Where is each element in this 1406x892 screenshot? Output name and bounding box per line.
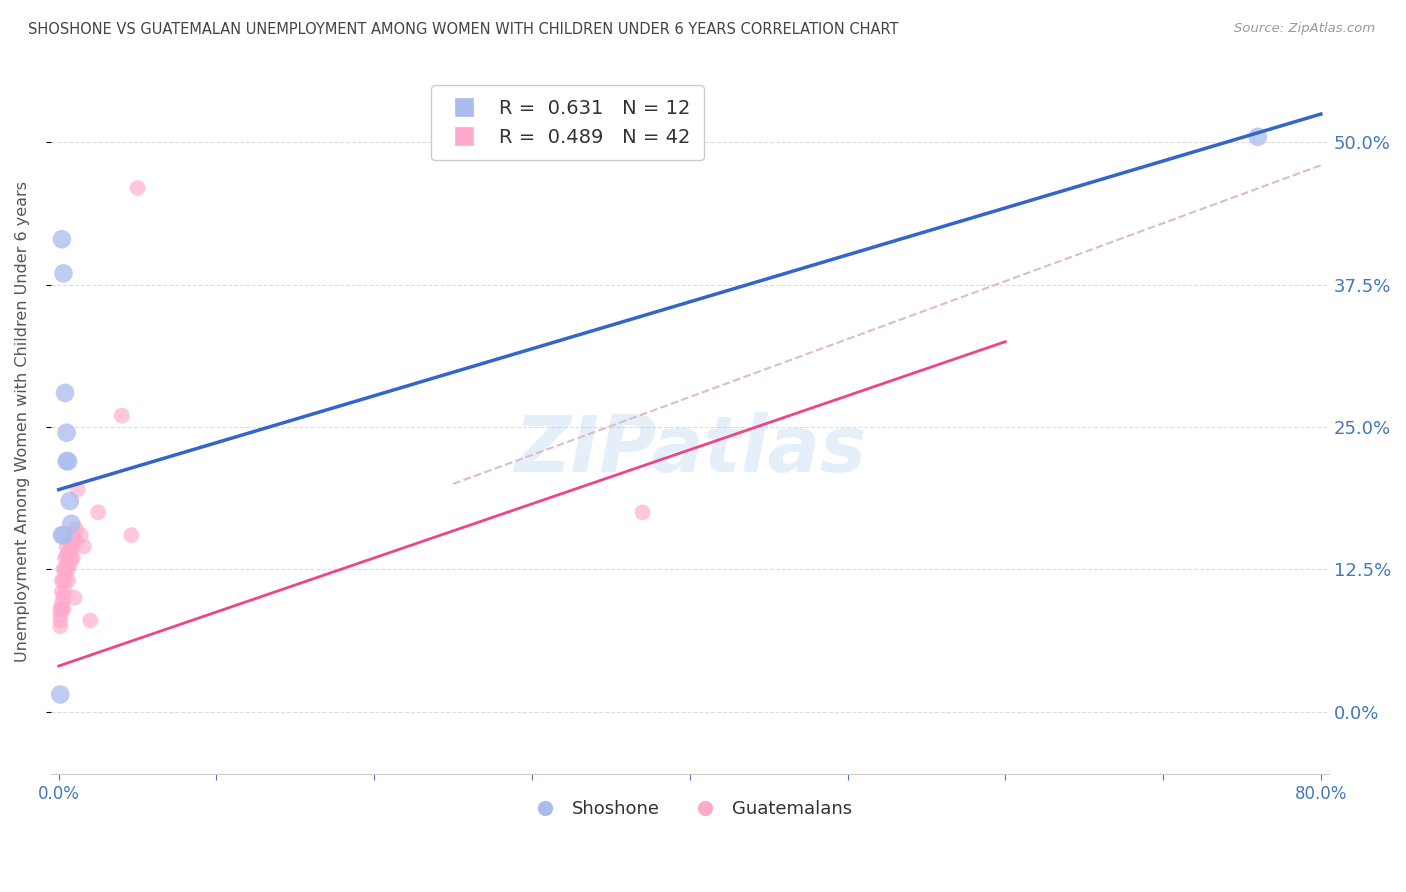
Point [56, 574, 79, 588]
Point [73, 540, 96, 554]
Point [59, 557, 82, 571]
Point [62, 528, 84, 542]
Point [69, 528, 91, 542]
Point [66, 483, 89, 497]
Point [49, 614, 72, 628]
Point [52, 266, 75, 280]
Point [127, 181, 149, 195]
Point [53, 550, 76, 565]
Point [53, 562, 76, 576]
Point [56, 562, 79, 576]
Point [62, 550, 84, 565]
Point [51, 602, 73, 616]
Point [120, 528, 142, 542]
Point [87, 505, 110, 519]
Legend: Shoshone, Guatemalans: Shoshone, Guatemalans [520, 793, 859, 825]
Text: SHOSHONE VS GUATEMALAN UNEMPLOYMENT AMONG WOMEN WITH CHILDREN UNDER 6 YEARS CORR: SHOSHONE VS GUATEMALAN UNEMPLOYMENT AMON… [28, 22, 898, 37]
Point [52, 602, 75, 616]
Text: Source: ZipAtlas.com: Source: ZipAtlas.com [1234, 22, 1375, 36]
Point [53, 585, 76, 599]
Point [52, 528, 75, 542]
Point [49, 607, 72, 622]
Point [56, 545, 79, 559]
Point [52, 562, 75, 576]
Point [55, 550, 77, 565]
Point [53, 385, 76, 400]
Text: ZIPatlas: ZIPatlas [513, 411, 866, 488]
Point [1247, 129, 1270, 144]
Point [51, 585, 73, 599]
Point [55, 562, 77, 576]
Point [49, 602, 72, 616]
Point [60, 540, 83, 554]
Point [55, 425, 77, 440]
Y-axis label: Unemployment Among Women with Children Under 6 years: Unemployment Among Women with Children U… [15, 181, 30, 662]
Point [56, 454, 79, 468]
Point [52, 591, 75, 605]
Point [49, 688, 72, 702]
Point [60, 550, 83, 565]
Point [51, 574, 73, 588]
Point [51, 596, 73, 610]
Point [65, 533, 87, 548]
Point [59, 494, 82, 508]
Point [55, 454, 77, 468]
Point [53, 574, 76, 588]
Point [63, 528, 86, 542]
Point [59, 545, 82, 559]
Point [51, 528, 73, 542]
Point [111, 409, 134, 423]
Point [55, 540, 77, 554]
Point [79, 614, 101, 628]
Point [52, 574, 75, 588]
Point [56, 550, 79, 565]
Point [51, 232, 73, 246]
Point [62, 540, 84, 554]
Point [65, 523, 87, 537]
Point [63, 591, 86, 605]
Point [631, 505, 654, 519]
Point [49, 619, 72, 633]
Point [60, 516, 83, 531]
